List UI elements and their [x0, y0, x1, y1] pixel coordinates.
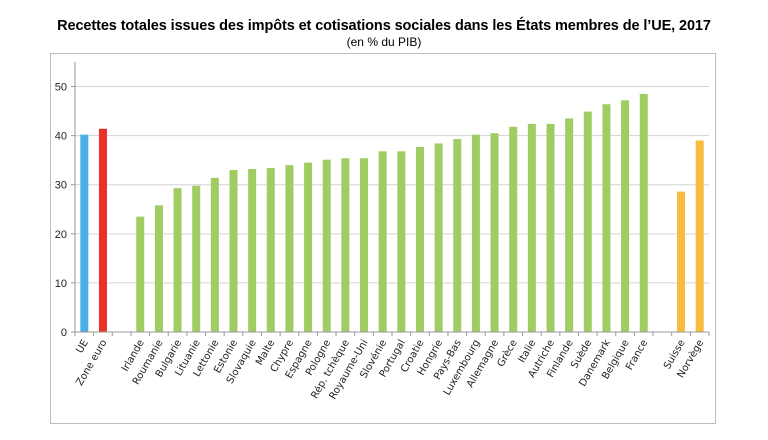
bar: [248, 169, 257, 332]
bar: [527, 123, 536, 332]
bar: [266, 168, 275, 332]
x-tick-label: UE: [75, 338, 91, 355]
bar: [565, 118, 574, 332]
bar: [154, 205, 163, 332]
bar: [285, 165, 294, 332]
bar: [397, 151, 406, 332]
bar: [453, 139, 462, 332]
chart-frame: [50, 53, 716, 424]
gridlines: [75, 86, 709, 284]
bar: [173, 188, 182, 332]
chart-subtitle: (en % du PIB): [346, 35, 422, 49]
y-axis-ticks: 0 10 20 30 40 50: [55, 82, 75, 339]
bar: [192, 185, 201, 332]
bar: [602, 104, 611, 332]
bar: [509, 126, 518, 332]
bar: [695, 140, 704, 332]
bar: [677, 191, 686, 332]
axes: [74, 62, 710, 336]
bar: [360, 158, 369, 332]
chart-title: Recettes totales issues des impôts et co…: [57, 18, 711, 34]
y-tick-label: 50: [55, 82, 67, 94]
bar: [415, 146, 424, 332]
bar: [546, 123, 555, 332]
bar: [304, 162, 313, 332]
bar: [98, 128, 107, 332]
y-tick-label: 0: [61, 327, 67, 339]
y-tick-label: 40: [55, 131, 67, 143]
bar: [378, 151, 387, 332]
bar: [434, 143, 443, 332]
bar: [210, 177, 219, 332]
bars: [80, 93, 704, 332]
bar: [322, 159, 331, 332]
bar: [583, 111, 592, 332]
bar: [639, 93, 648, 332]
y-tick-label: 20: [55, 229, 67, 241]
bar: [471, 134, 480, 332]
y-tick-label: 30: [55, 180, 67, 192]
bar: [490, 133, 499, 332]
y-tick-label: 10: [55, 278, 67, 290]
bar: [341, 158, 350, 332]
bar: [621, 100, 630, 332]
bar: [80, 134, 89, 332]
bar: [229, 170, 238, 332]
bar: [136, 216, 145, 332]
